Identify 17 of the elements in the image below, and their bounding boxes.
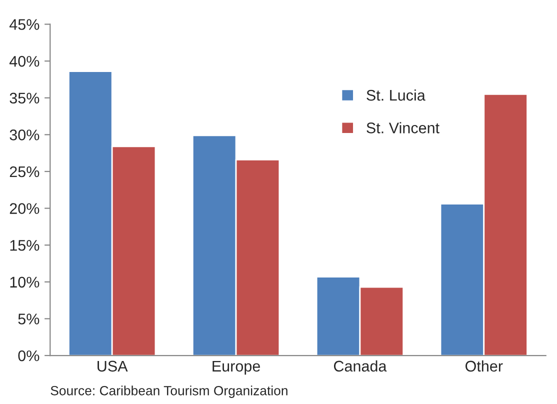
y-tick-label: 0%: [18, 350, 40, 362]
legend-label: St. Vincent: [366, 122, 440, 134]
x-tick-label: USA: [98, 360, 128, 372]
y-tick-label: 15%: [10, 240, 40, 251]
x-tick-label: Europe: [212, 360, 260, 375]
y-tick-label: 45%: [9, 19, 40, 30]
y-tick-label: 35%: [10, 92, 40, 104]
y-tick-label: 5%: [18, 314, 40, 324]
y-tick-label: 30%: [10, 130, 40, 140]
source-note: Source: Caribbean Tourism Organization: [50, 386, 288, 398]
legend-label: St. Lucia: [366, 89, 426, 101]
y-tick-label: 25%: [10, 166, 40, 178]
y-tick-label: 20%: [10, 203, 40, 214]
x-tick-label: Canada: [334, 360, 387, 372]
y-tick-label: 10%: [10, 276, 40, 288]
x-tick-label: Other: [466, 360, 503, 372]
y-tick-label: 40%: [9, 56, 40, 67]
